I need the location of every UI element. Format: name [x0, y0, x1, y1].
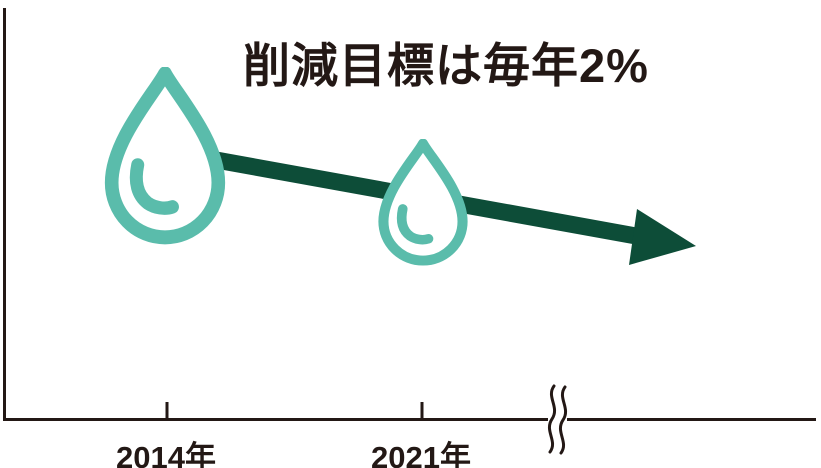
x-axis-label-2014: 2014年: [116, 440, 216, 468]
y-axis-line: [3, 8, 6, 421]
water-drop-icon-large: [103, 67, 227, 245]
tick-2021: [420, 402, 424, 419]
x-axis-label-2021: 2021年: [371, 440, 471, 468]
chart-title: 削減目標は毎年2%: [243, 39, 649, 92]
x-axis-line-left: [3, 418, 548, 421]
drop-shine: [396, 204, 434, 245]
axis-break-squiggle-icon: [547, 384, 568, 455]
x-axis-line-right: [567, 418, 816, 421]
water-drop-icon-small: [377, 139, 469, 266]
drop-shine: [129, 158, 179, 215]
tick-2014: [165, 402, 169, 419]
